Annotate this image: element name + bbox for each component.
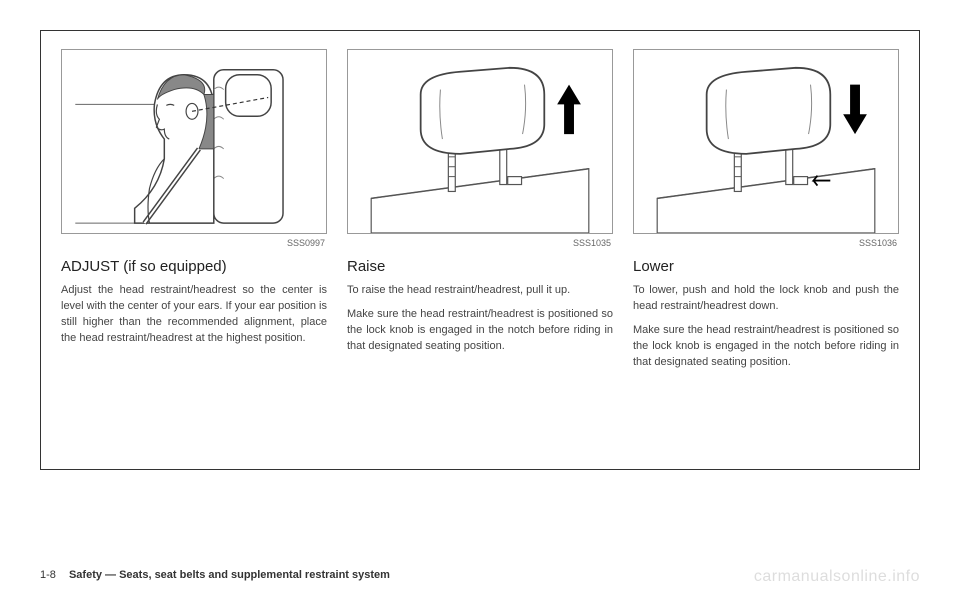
para-3-1: To lower, push and hold the lock knob an… — [633, 283, 899, 315]
figure-code-1: SSS0997 — [61, 238, 327, 248]
figure-code-2: SSS1035 — [347, 238, 613, 248]
page-footer: 1-8 Safety — Seats, seat belts and suppl… — [40, 569, 390, 581]
heading-lower: Lower — [633, 258, 899, 275]
column-3: SSS1036 Lower To lower, push and hold th… — [633, 49, 899, 451]
column-2: SSS1035 Raise To raise the head restrain… — [347, 49, 613, 451]
page-number: 1-8 — [40, 569, 56, 581]
heading-raise: Raise — [347, 258, 613, 275]
para-2-1: To raise the head restraint/headrest, pu… — [347, 283, 613, 299]
figure-lower — [633, 49, 899, 234]
para-3-2: Make sure the head restraint/headrest is… — [633, 323, 899, 371]
figure-raise — [347, 49, 613, 234]
figure-code-3: SSS1036 — [633, 238, 899, 248]
column-1: SSS0997 ADJUST (if so equipped) Adjust t… — [61, 49, 327, 451]
heading-adjust: ADJUST (if so equipped) — [61, 258, 327, 275]
para-2-2: Make sure the head restraint/headrest is… — [347, 307, 613, 355]
figure-profile — [61, 49, 327, 234]
content-frame: SSS0997 ADJUST (if so equipped) Adjust t… — [40, 30, 920, 470]
watermark: carmanualsonline.info — [754, 568, 920, 586]
chapter-title: Safety — Seats, seat belts and supplemen… — [69, 569, 390, 581]
para-1-1: Adjust the head restraint/headrest so th… — [61, 283, 327, 347]
